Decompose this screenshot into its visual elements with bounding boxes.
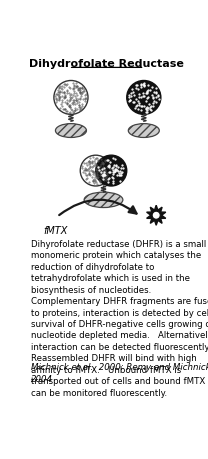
Text: fMTX: fMTX	[43, 226, 68, 236]
Circle shape	[80, 155, 111, 186]
Circle shape	[96, 155, 127, 186]
Circle shape	[152, 211, 160, 219]
Circle shape	[54, 80, 88, 114]
FancyArrowPatch shape	[59, 200, 136, 215]
Text: Michnick et al., 2000; Remy and Michnick,
2004: Michnick et al., 2000; Remy and Michnick…	[31, 363, 208, 384]
Circle shape	[127, 80, 161, 114]
Polygon shape	[147, 205, 166, 225]
Text: Dihyrofolate reductase (DHFR) is a small
monomeric protein which catalyses the
r: Dihyrofolate reductase (DHFR) is a small…	[31, 240, 208, 398]
Ellipse shape	[128, 123, 159, 137]
Text: Dihydrofolate Reductase: Dihydrofolate Reductase	[29, 59, 184, 69]
Ellipse shape	[56, 123, 87, 137]
Ellipse shape	[84, 192, 123, 207]
